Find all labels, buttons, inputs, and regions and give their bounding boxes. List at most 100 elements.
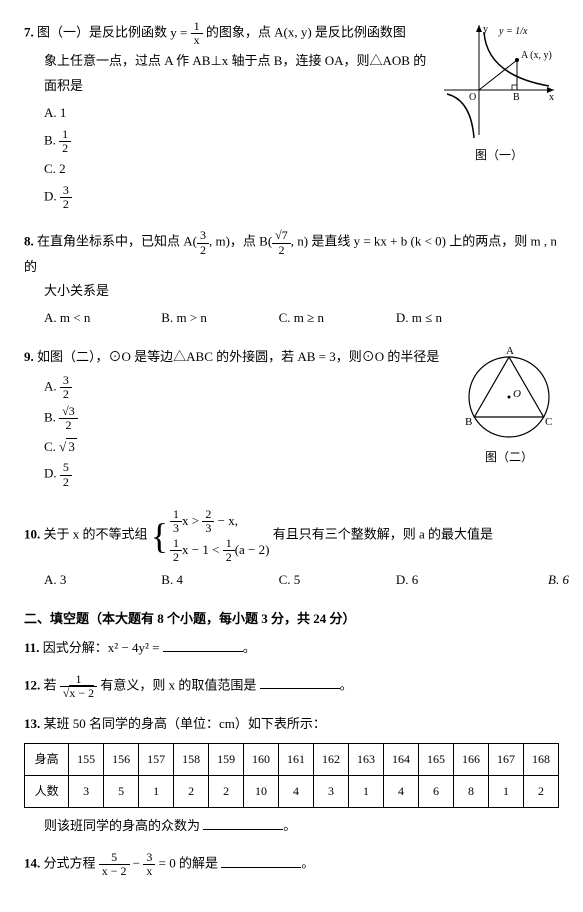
table-cell: 156: [104, 743, 139, 775]
problem-number: 10.: [24, 526, 40, 541]
table-cell: 165: [418, 743, 453, 775]
option-c: C. 5: [279, 570, 392, 591]
table-cell: 155: [69, 743, 104, 775]
option-b: B. √32: [44, 405, 223, 432]
fraction: 1 √x − 2: [60, 673, 97, 700]
stem-text: 则该班同学的身高的众数为: [44, 818, 200, 833]
svg-text:B: B: [513, 92, 520, 103]
table-cell: 160: [244, 743, 279, 775]
problem-8: 8. 在直角坐标系中，已知点 A(32, m)，点 B(√72, n) 是直线 …: [24, 229, 559, 333]
table-cell: 1: [349, 775, 384, 807]
table-cell: 168: [523, 743, 558, 775]
problem-number: 8.: [24, 234, 34, 249]
table-row: 人数351221043146812: [25, 775, 559, 807]
option-a: A. m < n: [44, 308, 157, 329]
table-cell: 3: [69, 775, 104, 807]
table-cell: 162: [314, 743, 349, 775]
option-b: B. 4: [161, 570, 274, 591]
figure-1-caption: 图（一）: [439, 146, 559, 165]
svg-text:A (x, y): A (x, y): [521, 50, 552, 61]
stem-text: 的图象，点 A(x, y) 是反比例函数图: [206, 25, 406, 40]
equation: y = 1x: [170, 25, 206, 40]
answer-blank[interactable]: [203, 817, 283, 830]
table-cell: 10: [244, 775, 279, 807]
problem-number: 9.: [24, 349, 34, 364]
table-cell: 161: [279, 743, 314, 775]
svg-text:O: O: [469, 92, 476, 103]
figure-2: A B C O 图（二）: [459, 347, 559, 467]
problem-14: 14. 分式方程 5x − 2 − 3x = 0 的解是 。: [24, 851, 559, 878]
svg-text:y = 1/x: y = 1/x: [498, 26, 528, 37]
options: A. m < n B. m > n C. m ≥ n D. m ≤ n: [24, 308, 559, 333]
option-c: C. 2: [44, 159, 214, 180]
option-b: B. m > n: [161, 308, 274, 329]
table-cell: 2: [209, 775, 244, 807]
stem-text: 关于 x 的不等式组: [44, 526, 151, 541]
option-c: C. 3: [44, 437, 223, 458]
problem-number: 12.: [24, 677, 40, 692]
table-cell: 1: [488, 775, 523, 807]
stem-text: 在直角坐标系中，已知点 A(: [37, 234, 197, 249]
option-d: D. m ≤ n: [396, 308, 509, 329]
stem-text: 大小关系是: [24, 281, 559, 302]
problem-11: 11. 因式分解：x² − 4y² = 。: [24, 638, 559, 659]
problem-9: A B C O 图（二） 9. 如图（二），⊙O 是等边△ABC 的外接圆，若 …: [24, 347, 559, 493]
inverse-prop-graph-icon: y x O B A (x, y) y = 1/x: [439, 20, 559, 140]
answer-blank[interactable]: [260, 676, 340, 689]
table-cell: 164: [384, 743, 419, 775]
table-cell: 1: [139, 775, 174, 807]
figure-1: y x O B A (x, y) y = 1/x 图（一）: [439, 20, 559, 165]
option-d: D. 6: [396, 570, 509, 591]
circumscribed-triangle-icon: A B C O: [459, 347, 559, 442]
table-cell: 166: [453, 743, 488, 775]
stem-text: 有意义，则 x 的取值范围是: [100, 677, 256, 692]
stem-text: 如图（二），⊙O 是等边△ABC 的外接圆，若 AB = 3，则⊙O 的半径是: [37, 349, 439, 364]
problem-13: 13. 某班 50 名同学的身高（单位：cm）如下表所示： 身高15515615…: [24, 714, 559, 837]
handwritten-annotation: B. 6: [548, 570, 569, 591]
height-table: 身高15515615715815916016116216316416516616…: [24, 743, 559, 808]
brace-icon: {: [151, 518, 168, 554]
options: A. 32 B. √32 C. 3 D. 52: [24, 374, 451, 493]
figure-2-caption: 图（二）: [459, 448, 559, 467]
stem-text: = 0 的解是: [159, 856, 218, 871]
table-cell: 157: [139, 743, 174, 775]
answer-blank[interactable]: [221, 855, 301, 868]
stem-text: 若: [44, 677, 60, 692]
svg-text:A: A: [506, 347, 514, 357]
option-a: A. 32: [44, 374, 223, 401]
option-b: B. 12: [44, 128, 214, 155]
svg-text:C: C: [545, 416, 552, 428]
problem-number: 14.: [24, 856, 40, 871]
svg-text:B: B: [465, 416, 472, 428]
option-d: D. 32: [44, 184, 214, 211]
problem-number: 13.: [24, 716, 40, 731]
answer-blank[interactable]: [163, 639, 243, 652]
svg-text:y: y: [483, 24, 488, 35]
problem-number: 7.: [24, 25, 34, 40]
problem-12: 12. 若 1 √x − 2 有意义，则 x 的取值范围是 。: [24, 673, 559, 700]
options: A. 1 B. 12 C. 2 D. 32: [24, 103, 431, 215]
option-d: D. 52: [44, 461, 223, 488]
section-2-title: 二、填空题（本大题有 8 个小题，每小题 3 分，共 24 分）: [24, 609, 559, 630]
table-cell: 159: [209, 743, 244, 775]
stem-text: 某班 50 名同学的身高（单位：cm）如下表所示：: [44, 716, 326, 731]
stem-text: , m)，点 B(: [209, 234, 272, 249]
stem-text: 有且只有三个整数解，则 a 的最大值是: [273, 526, 493, 541]
stem-text: 图（一）是反比例函数: [37, 25, 170, 40]
problem-number: 11.: [24, 640, 40, 655]
option-a: A. 3: [44, 570, 157, 591]
table-cell: 4: [279, 775, 314, 807]
table-cell: 人数: [25, 775, 69, 807]
stem-text: 因式分解：x² − 4y² =: [43, 640, 163, 655]
option-a: A. 1: [44, 103, 214, 124]
table-row: 身高15515615715815916016116216316416516616…: [25, 743, 559, 775]
table-cell: 2: [174, 775, 209, 807]
inequality-system: { 13x > 23 − x, 12x − 1 < 12(a − 2): [151, 507, 270, 564]
table-cell: 3: [314, 775, 349, 807]
stem-text: 分式方程: [44, 856, 99, 871]
table-cell: 5: [104, 775, 139, 807]
svg-text:O: O: [513, 388, 521, 400]
problem-7: y x O B A (x, y) y = 1/x 图（一） 7. 图（一）是反比…: [24, 20, 559, 215]
table-cell: 6: [418, 775, 453, 807]
table-cell: 2: [523, 775, 558, 807]
